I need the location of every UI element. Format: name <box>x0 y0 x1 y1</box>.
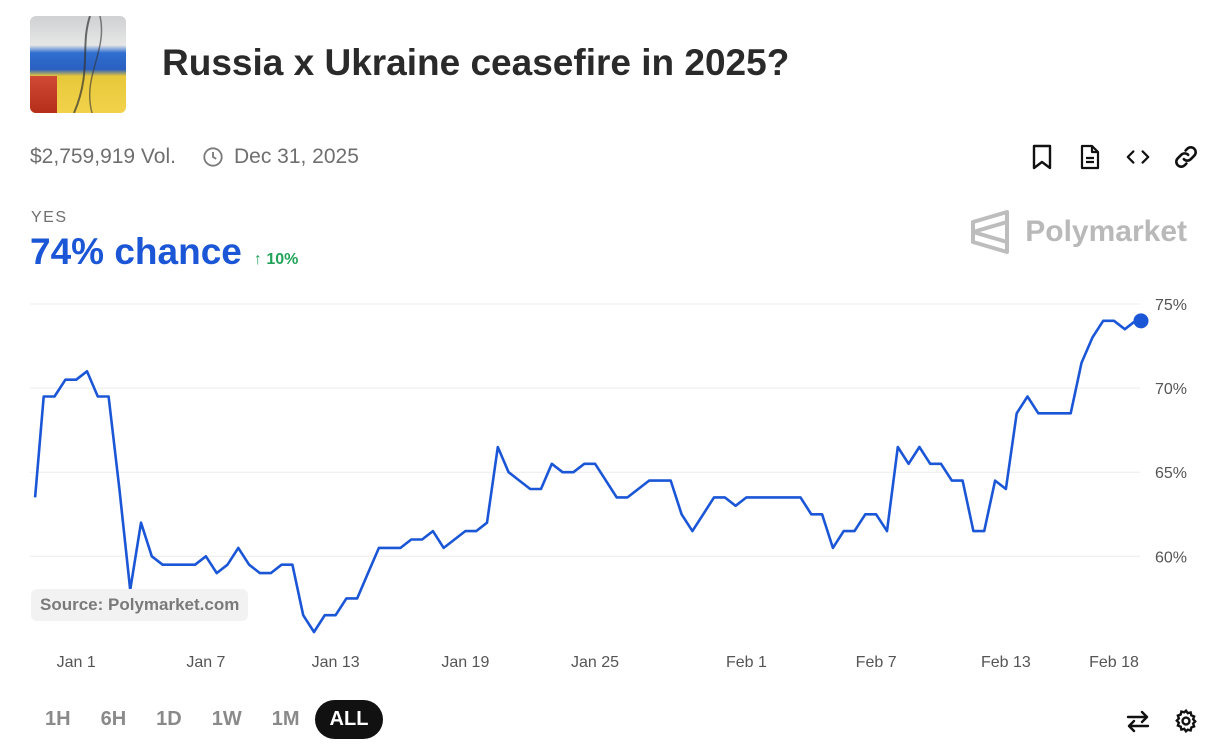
x-tick-label: Jan 1 <box>57 654 96 671</box>
arrow-up-icon: ↑ <box>253 251 262 268</box>
bookmark-icon[interactable] <box>1029 143 1055 171</box>
link-icon[interactable] <box>1173 143 1199 171</box>
range-button-1h[interactable]: 1H <box>45 708 71 730</box>
x-tick-label: Jan 25 <box>571 654 619 671</box>
x-tick-label: Feb 7 <box>856 654 897 671</box>
chance-delta: ↑ 10% <box>254 251 298 269</box>
y-tick-label: 65% <box>1155 465 1187 482</box>
header-actions <box>1029 143 1199 171</box>
x-tick-label: Feb 18 <box>1089 654 1139 671</box>
price-history-chart: 75% 70% 65% 60% Jan 1 Jan 7 Jan 13 Jan 19 Jan 25… <box>30 297 1187 671</box>
range-button-1w[interactable]: 1W <box>211 708 242 730</box>
swap-arrows-icon[interactable] <box>1125 707 1151 735</box>
range-button-1m[interactable]: 1M <box>271 708 300 730</box>
range-button-1d[interactable]: 1D <box>156 708 182 730</box>
x-tick-label: Jan 19 <box>441 654 489 671</box>
polymarket-logo-icon <box>971 210 1010 254</box>
brand-name: Polymarket <box>1025 215 1187 248</box>
x-tick-label: Jan 13 <box>312 654 360 671</box>
market-thumbnail <box>30 16 126 113</box>
last-point-marker <box>1133 313 1149 329</box>
x-tick-label: Feb 13 <box>981 654 1031 671</box>
embed-code-icon[interactable] <box>1125 143 1151 171</box>
chance-value: 74% chance <box>30 231 242 272</box>
source-label: Source: Polymarket.com <box>31 589 249 621</box>
chart-actions <box>1125 707 1199 735</box>
flag-red-stripe <box>30 76 57 113</box>
settings-gear-icon[interactable] <box>1173 707 1199 735</box>
volume-text: $2,759,919 Vol. <box>30 145 176 168</box>
end-date-text: Dec 31, 2025 <box>233 145 359 168</box>
chance-display: 74% chance ↑ 10% <box>30 231 298 273</box>
y-tick-label: 75% <box>1155 297 1187 314</box>
series-line <box>33 319 1141 634</box>
time-range-selector: 1H 6H 1D 1W 1M ALL <box>30 700 384 739</box>
y-tick-label: 60% <box>1155 549 1187 566</box>
polymarket-brand: Polymarket <box>969 208 1187 256</box>
barbed-wire-overlay <box>73 16 103 113</box>
chance-delta-value: 10% <box>266 251 299 268</box>
market-title: Russia x Ukraine ceasefire in 2025? <box>162 42 790 83</box>
y-tick-label: 70% <box>1155 381 1187 398</box>
x-tick-label: Feb 1 <box>726 654 767 671</box>
document-icon[interactable] <box>1077 143 1103 171</box>
x-tick-label: Jan 7 <box>186 654 225 671</box>
range-button-all[interactable]: ALL <box>314 700 384 739</box>
range-button-6h[interactable]: 6H <box>100 708 127 730</box>
market-meta: $2,759,919 Vol. Dec 31, 2025 <box>30 145 359 169</box>
clock-icon <box>202 146 224 168</box>
outcome-label: YES <box>31 209 68 226</box>
